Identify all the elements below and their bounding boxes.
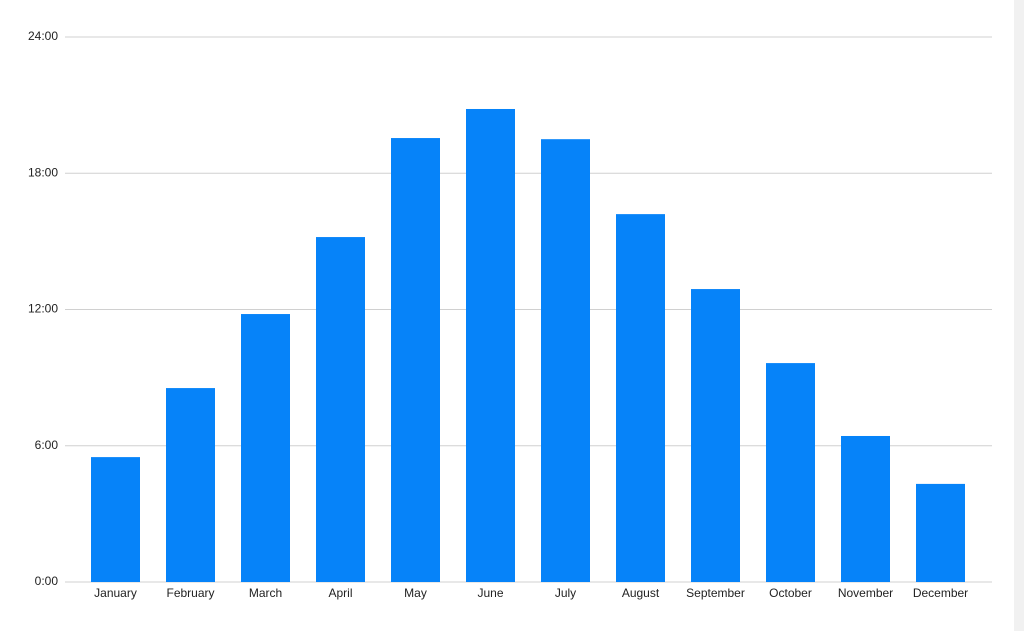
y-tick-label: 18:00	[28, 165, 58, 179]
bar	[391, 138, 440, 583]
x-tick-label: May	[404, 586, 427, 600]
y-tick-label: 24:00	[28, 29, 58, 43]
bar	[166, 388, 215, 582]
y-tick-label: 6:00	[35, 438, 59, 452]
x-tick-label: August	[622, 586, 660, 600]
x-tick-label: June	[477, 586, 503, 600]
bar	[466, 108, 515, 583]
bar	[691, 289, 740, 582]
x-tick-label: December	[913, 586, 968, 600]
bar	[541, 139, 590, 582]
y-tick-label: 0:00	[35, 574, 59, 588]
bar	[841, 435, 890, 582]
x-tick-label: September	[686, 586, 745, 600]
x-tick-label: March	[249, 586, 282, 600]
bar	[316, 237, 365, 582]
x-tick-label: October	[769, 586, 812, 600]
x-tick-label: January	[94, 586, 137, 600]
bar	[241, 314, 290, 582]
x-tick-label: November	[838, 586, 893, 600]
bar	[916, 483, 965, 582]
bar	[616, 214, 665, 582]
edge-strip	[1014, 0, 1024, 631]
x-tick-label: April	[328, 586, 352, 600]
y-tick-label: 12:00	[28, 302, 58, 316]
x-tick-label: February	[166, 586, 214, 600]
bar	[91, 457, 140, 582]
bar	[766, 363, 815, 582]
x-tick-label: July	[555, 586, 576, 600]
